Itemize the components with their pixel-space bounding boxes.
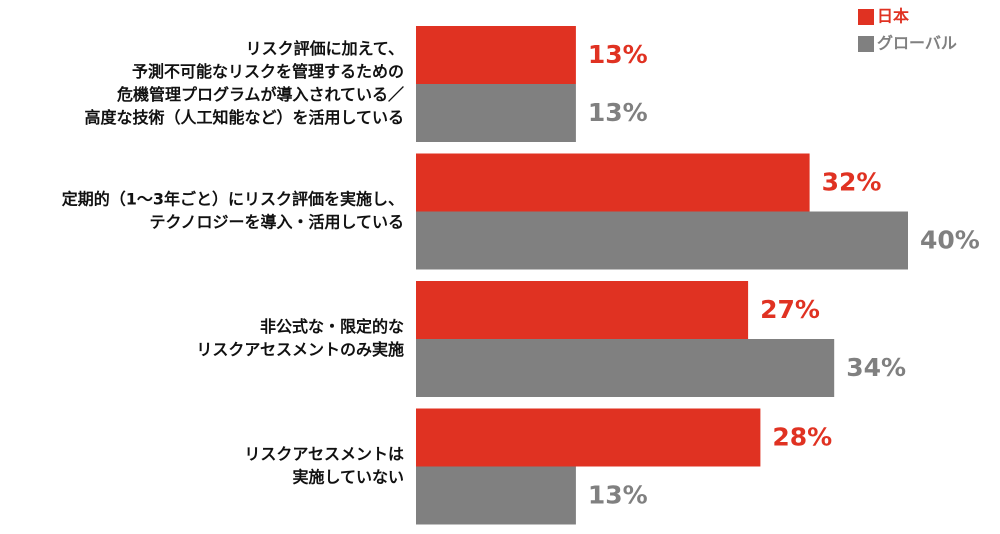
- category-label: 予測不可能なリスクを管理するための: [132, 62, 404, 81]
- value-label: 13%: [588, 98, 648, 127]
- category-label: 危機管理プログラムが導入されている／: [117, 85, 404, 104]
- category-label: リスクアセスメントのみ実施: [196, 340, 404, 359]
- legend-swatch: [858, 9, 874, 25]
- bar: [416, 211, 908, 270]
- bar: [416, 26, 576, 84]
- bar: [416, 84, 576, 142]
- legend-label: 日本: [877, 7, 909, 26]
- bar: [416, 153, 810, 212]
- category-label: リスク評価に加えて、: [246, 39, 404, 58]
- legend-swatch: [858, 36, 874, 52]
- category-label: テクノロジーを導入・活用している: [149, 213, 404, 232]
- value-label: 13%: [588, 481, 648, 510]
- value-label: 40%: [920, 226, 980, 255]
- value-label: 27%: [760, 295, 820, 324]
- legend-label: グローバル: [877, 34, 957, 53]
- bar: [416, 281, 749, 339]
- category-label: 実施していない: [292, 468, 404, 487]
- value-label: 32%: [822, 168, 882, 197]
- value-label: 34%: [846, 353, 906, 382]
- bar: [416, 339, 835, 397]
- category-label: リスクアセスメントは: [244, 445, 404, 464]
- category-label: 高度な技術（人工知能など）を活用している: [84, 108, 404, 127]
- value-label: 13%: [588, 40, 648, 69]
- bar: [416, 466, 576, 525]
- bar: [416, 408, 761, 467]
- category-label: 定期的（1～3年ごと）にリスク評価を実施し、: [61, 190, 404, 209]
- value-label: 28%: [772, 423, 832, 452]
- category-label: 非公式な・限定的な: [260, 317, 404, 336]
